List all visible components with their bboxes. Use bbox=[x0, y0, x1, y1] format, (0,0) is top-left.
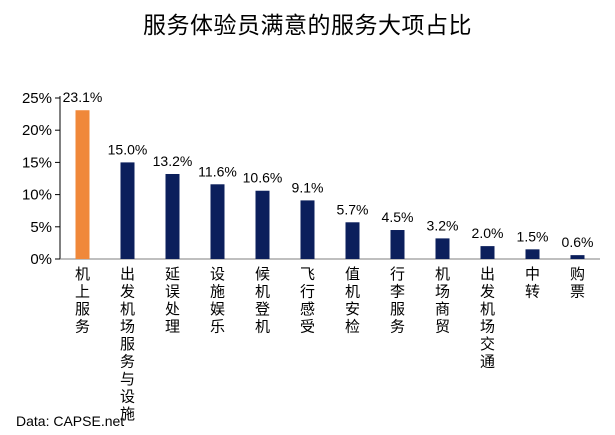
bar-data-label: 15.0% bbox=[108, 141, 148, 157]
bar bbox=[435, 238, 450, 259]
bar bbox=[75, 110, 90, 260]
y-tick-label: 25% bbox=[22, 90, 52, 107]
data-source: Data: CAPSE.net bbox=[16, 413, 125, 429]
x-category-label: 中转 bbox=[525, 265, 540, 301]
x-category-label: 机场商贸 bbox=[435, 265, 450, 336]
x-category-label: 延误处理 bbox=[165, 265, 180, 336]
x-category-label: 行李服务 bbox=[390, 265, 405, 336]
bar-data-label: 11.6% bbox=[198, 163, 237, 179]
bar bbox=[210, 184, 225, 259]
y-tick-label: 0% bbox=[30, 251, 52, 268]
bar-data-label: 1.5% bbox=[517, 228, 549, 244]
y-tick-label: 20% bbox=[22, 122, 52, 139]
bar bbox=[390, 230, 405, 259]
chart-title: 服务体验员满意的服务大项占比 bbox=[143, 13, 472, 39]
bar bbox=[255, 190, 270, 259]
bar bbox=[300, 200, 315, 259]
x-category-label: 购票 bbox=[570, 265, 585, 301]
bar-data-label: 0.6% bbox=[562, 234, 594, 250]
y-tick-label: 15% bbox=[22, 154, 52, 171]
bar bbox=[120, 162, 135, 259]
x-category-label: 机上服务 bbox=[75, 265, 90, 336]
bar-data-label: 3.2% bbox=[427, 217, 459, 233]
x-category-label: 出发机场交通 bbox=[480, 265, 495, 371]
x-category-label: 值机安检 bbox=[345, 265, 360, 336]
bar bbox=[345, 222, 360, 259]
bar bbox=[480, 246, 495, 259]
bar-data-label: 5.7% bbox=[337, 201, 369, 217]
bar-data-label: 10.6% bbox=[243, 170, 283, 186]
x-category-label: 候机登机 bbox=[255, 265, 270, 336]
bar bbox=[570, 255, 585, 259]
x-category-label: 设施娱乐 bbox=[210, 265, 225, 336]
y-tick-label: 5% bbox=[30, 219, 52, 236]
bar-data-label: 4.5% bbox=[382, 209, 414, 225]
bar-data-label: 9.1% bbox=[292, 179, 324, 195]
bar-data-label: 23.1% bbox=[63, 89, 103, 105]
bar bbox=[525, 249, 540, 259]
x-category-label: 飞行感受 bbox=[300, 265, 315, 336]
bar bbox=[165, 173, 180, 259]
bar-data-label: 13.2% bbox=[153, 153, 193, 169]
x-category-label: 出发机场服务与设施 bbox=[120, 265, 135, 423]
bar-data-label: 2.0% bbox=[472, 225, 504, 241]
y-tick-label: 10% bbox=[22, 187, 52, 204]
